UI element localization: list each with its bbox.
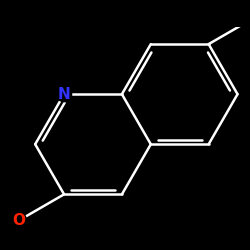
- Text: N: N: [58, 87, 70, 102]
- Circle shape: [12, 213, 26, 228]
- Circle shape: [56, 87, 72, 102]
- Text: O: O: [12, 213, 26, 228]
